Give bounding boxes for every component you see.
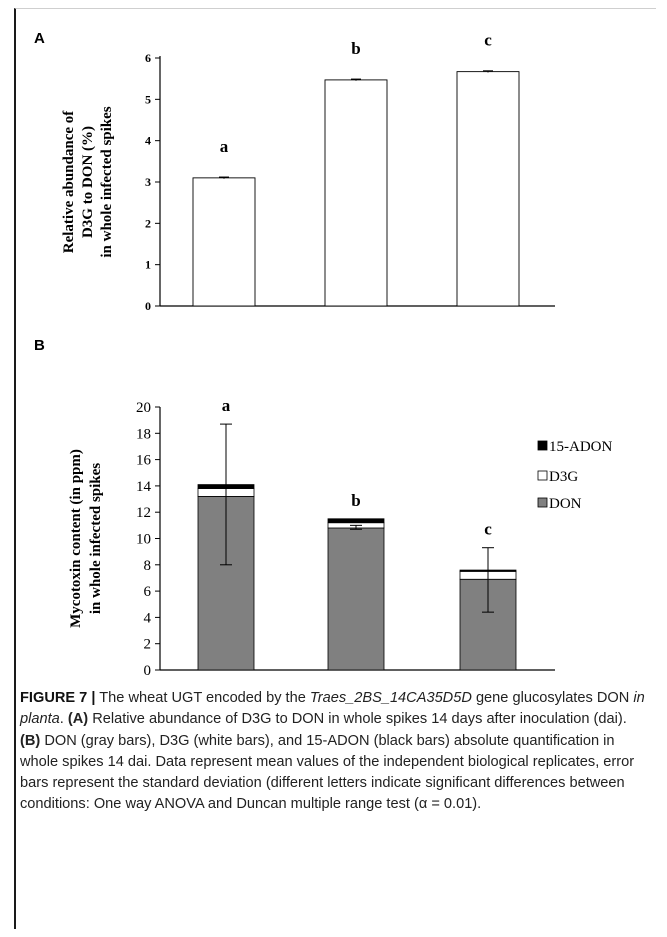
b-y-tick-label: 8 bbox=[144, 558, 152, 574]
a-y-axis-label-line: D3G to DON (%) bbox=[80, 126, 96, 238]
chart-a: A 0 1 2 3 4 5 6 Relative abundance of D3G to DON … bbox=[34, 30, 555, 313]
a-y-axis-label-line: in whole infected spikes bbox=[99, 106, 115, 257]
a-bar bbox=[324, 79, 388, 307]
b-y-tick-label: 2 bbox=[144, 637, 152, 653]
a-y-tick-label: 6 bbox=[145, 51, 151, 65]
b-y-axis-label-line: in whole infected spikes bbox=[88, 463, 104, 614]
b-y-tick-label: 4 bbox=[144, 610, 152, 626]
caption-text-3: . bbox=[59, 711, 68, 728]
b-significance-letter: c bbox=[484, 520, 492, 539]
caption-a-text: Relative abundance of D3G to DON in whol… bbox=[88, 711, 627, 728]
b-bar-segment-15-adon bbox=[327, 518, 385, 524]
caption-text-1: The wheat UGT encoded by the bbox=[95, 690, 310, 706]
a-y-axis-label: Relative abundance of D3G to DON (%) in wh… bbox=[61, 106, 115, 257]
chart-b: B 0 2 4 6 8 10 12 14 16 18 20 Mycotoxin content (in … bbox=[34, 337, 612, 678]
caption-a-label: (A) bbox=[67, 711, 89, 728]
b-significance-letter: b bbox=[351, 491, 360, 510]
caption-text-2: gene glucosylates DON bbox=[471, 690, 634, 706]
a-y-tick-label: 5 bbox=[145, 92, 151, 106]
figure-caption: FIGURE 7 | The wheat UGT encoded by the … bbox=[20, 688, 648, 816]
b-y-tick-label: 12 bbox=[136, 505, 151, 521]
a-significance-letter: c bbox=[484, 31, 492, 50]
caption-label: FIGURE 7 | bbox=[20, 690, 96, 706]
a-bar bbox=[456, 71, 520, 307]
a-y-tick-label: 1 bbox=[145, 258, 151, 272]
a-y-tick-label: 0 bbox=[145, 299, 151, 313]
a-y-tick-label: 2 bbox=[145, 216, 151, 230]
b-y-tick-label: 18 bbox=[136, 426, 151, 442]
b-legend-label: 15-ADON bbox=[549, 439, 612, 455]
b-y-tick-label: 20 bbox=[136, 400, 151, 416]
b-y-tick-label: 0 bbox=[144, 663, 152, 678]
b-legend-label: DON bbox=[549, 496, 582, 512]
caption-gene: Traes_2BS_14CA35D5D bbox=[309, 690, 472, 706]
panel-b-label: B bbox=[34, 337, 45, 354]
b-legend-swatch-don bbox=[537, 497, 548, 508]
caption-b-label: (B) bbox=[20, 732, 41, 749]
a-y-tick-label: 3 bbox=[145, 175, 151, 189]
b-y-tick-label: 14 bbox=[136, 479, 152, 495]
b-y-tick-label: 16 bbox=[136, 453, 152, 469]
a-significance-letter: a bbox=[220, 137, 229, 156]
b-y-tick-label: 10 bbox=[136, 532, 151, 548]
a-y-tick-label: 4 bbox=[145, 134, 151, 148]
b-legend-label: D3G bbox=[549, 469, 578, 485]
caption-b-text: DON (gray bars), D3G (white bars), and 1… bbox=[20, 732, 635, 813]
a-bar bbox=[192, 177, 256, 307]
b-y-axis-label-line: Mycotoxin content (in ppm) bbox=[68, 449, 84, 628]
b-y-axis-label: Mycotoxin content (in ppm) in whole infec… bbox=[68, 449, 104, 628]
b-legend-swatch-d3g bbox=[537, 470, 548, 481]
b-legend-swatch-15-adon bbox=[537, 440, 548, 451]
figure-frame bbox=[14, 8, 656, 929]
caption-in-planta: in planta bbox=[20, 690, 645, 728]
a-significance-letter: b bbox=[351, 39, 360, 58]
b-bar-segment-don bbox=[327, 527, 385, 671]
b-y-tick-label: 6 bbox=[144, 584, 152, 600]
b-significance-letter: a bbox=[222, 396, 231, 415]
panel-a-label: A bbox=[34, 30, 45, 47]
a-y-axis-label-line: Relative abundance of bbox=[61, 110, 77, 254]
